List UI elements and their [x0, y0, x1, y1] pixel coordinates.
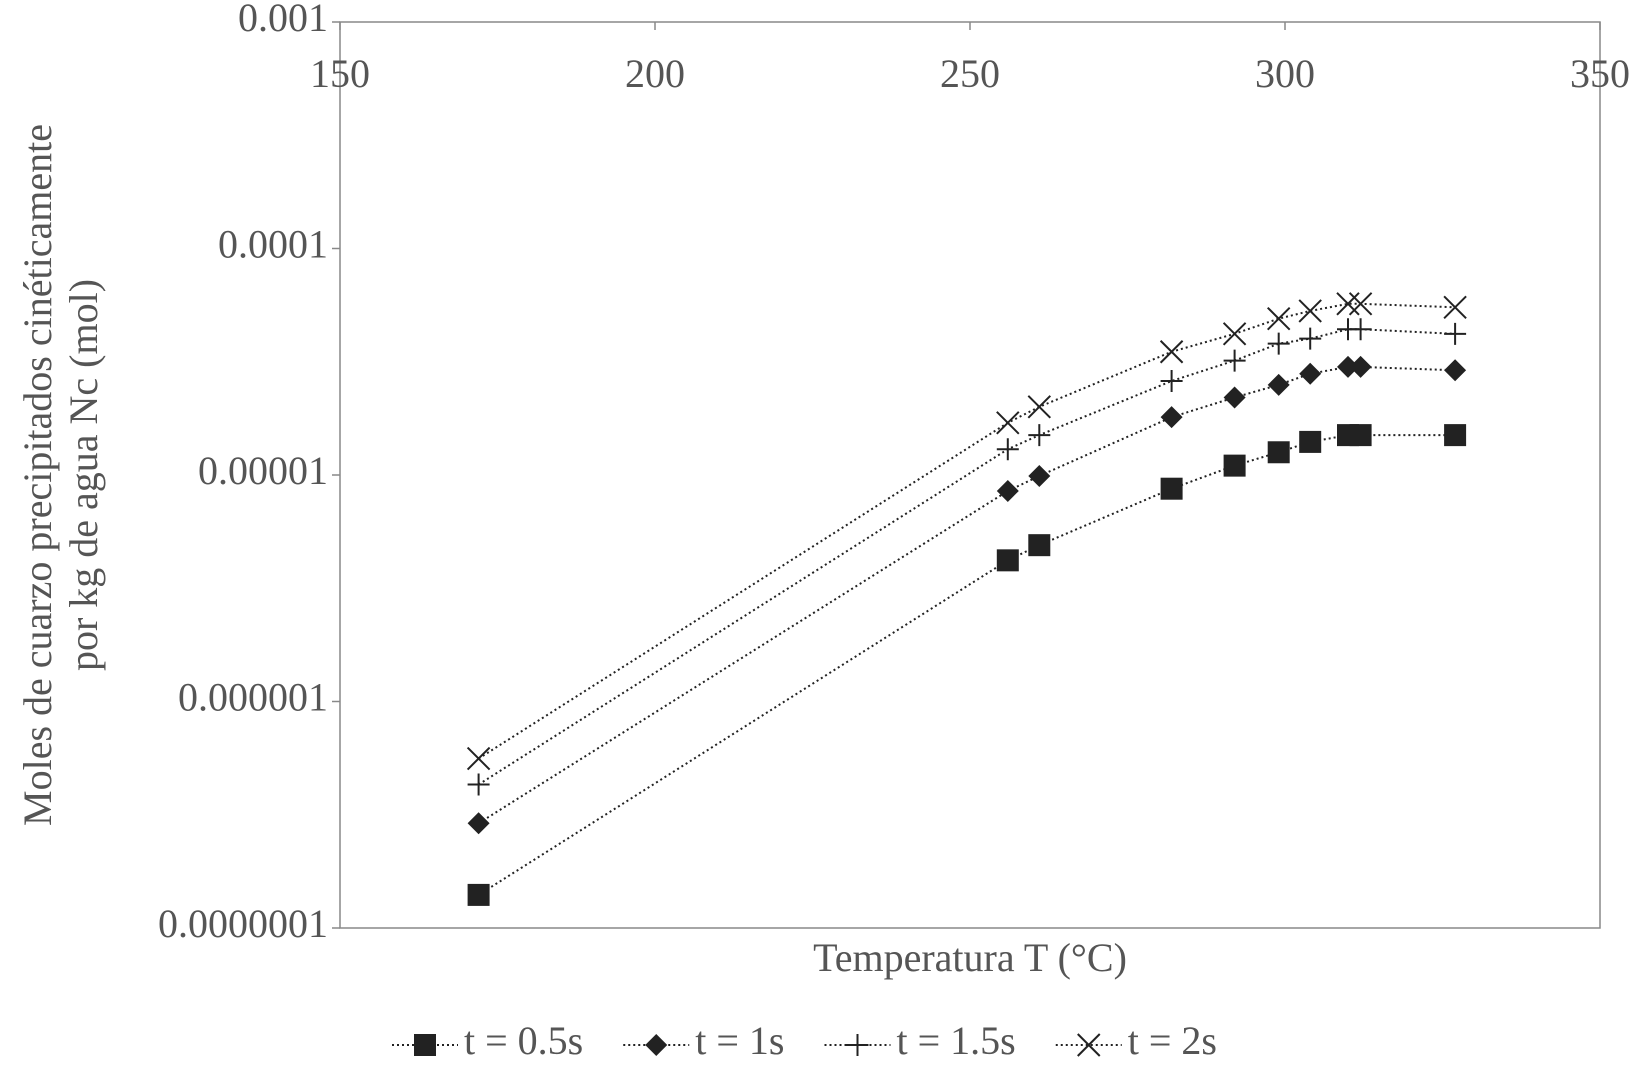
- marker: [1267, 332, 1290, 355]
- legend-item: t = 2s: [1055, 1018, 1217, 1063]
- marker: [1336, 292, 1360, 316]
- marker: [1349, 424, 1372, 447]
- legend-item: t = 0.5s: [392, 1018, 583, 1063]
- x-tick-label: 300: [1255, 51, 1315, 96]
- marker: [1266, 306, 1291, 331]
- y-axis-label-line: por kg de agua Nc (mol): [61, 279, 106, 671]
- marker: [645, 1034, 668, 1056]
- marker: [1267, 373, 1290, 396]
- marker: [414, 1034, 436, 1056]
- marker: [1299, 362, 1322, 385]
- marker: [1028, 424, 1051, 447]
- series-line: [478, 328, 1456, 786]
- legend-item: t = 1.5s: [824, 1018, 1016, 1063]
- y-tick-label: 0.0001: [218, 222, 328, 267]
- x-tick-label: 150: [310, 51, 370, 96]
- marker: [1349, 318, 1372, 341]
- y-axis-label-line: Moles de cuarzo precipitados cinéticamen…: [15, 124, 60, 826]
- marker: [1160, 406, 1183, 429]
- marker: [1028, 534, 1051, 557]
- marker: [1299, 430, 1322, 453]
- marker: [1028, 464, 1051, 487]
- marker: [1159, 340, 1184, 364]
- marker: [1160, 477, 1183, 500]
- marker: [996, 549, 1019, 572]
- plot-frame: [339, 21, 1601, 929]
- marker: [1223, 386, 1246, 409]
- marker: [467, 773, 490, 796]
- legend-label: t = 0.5s: [464, 1018, 583, 1063]
- marker: [996, 411, 1020, 435]
- marker: [1337, 355, 1359, 378]
- y-tick-label: 0.0000001: [158, 901, 328, 946]
- x-tick-label: 250: [940, 51, 1000, 96]
- y-tick-label: 0.00001: [198, 448, 328, 493]
- legend-label: t = 1.5s: [897, 1018, 1016, 1063]
- series-line: [478, 434, 1456, 896]
- y-tick-label: 0.001: [238, 0, 328, 40]
- marker: [1223, 454, 1246, 477]
- marker: [1444, 322, 1467, 345]
- marker: [1444, 359, 1467, 382]
- marker: [467, 883, 490, 906]
- x-tick-label: 350: [1570, 51, 1630, 96]
- marker: [1077, 1033, 1101, 1057]
- marker: [1267, 441, 1290, 464]
- x-tick-label: 200: [625, 51, 685, 96]
- marker: [1298, 299, 1322, 323]
- marker: [1222, 322, 1247, 346]
- marker: [846, 1034, 869, 1056]
- legend-item: t = 1s: [623, 1018, 785, 1063]
- marker: [1160, 370, 1183, 393]
- y-tick-label: 0.000001: [178, 675, 328, 720]
- y-axis-label: Moles de cuarzo precipitados cinéticamen…: [15, 124, 106, 826]
- marker: [466, 746, 491, 771]
- marker: [1223, 349, 1246, 372]
- marker: [1348, 292, 1373, 316]
- legend-label: t = 2s: [1128, 1018, 1217, 1063]
- legend-label: t = 1s: [695, 1018, 784, 1063]
- marker: [996, 479, 1019, 502]
- marker: [467, 812, 490, 835]
- marker: [1444, 424, 1467, 447]
- marker: [1443, 295, 1467, 320]
- marker: [1349, 355, 1372, 378]
- marker: [996, 438, 1019, 461]
- marker: [1299, 327, 1322, 350]
- x-axis-label: Temperatura T (°C): [813, 935, 1127, 980]
- marker: [1027, 395, 1052, 419]
